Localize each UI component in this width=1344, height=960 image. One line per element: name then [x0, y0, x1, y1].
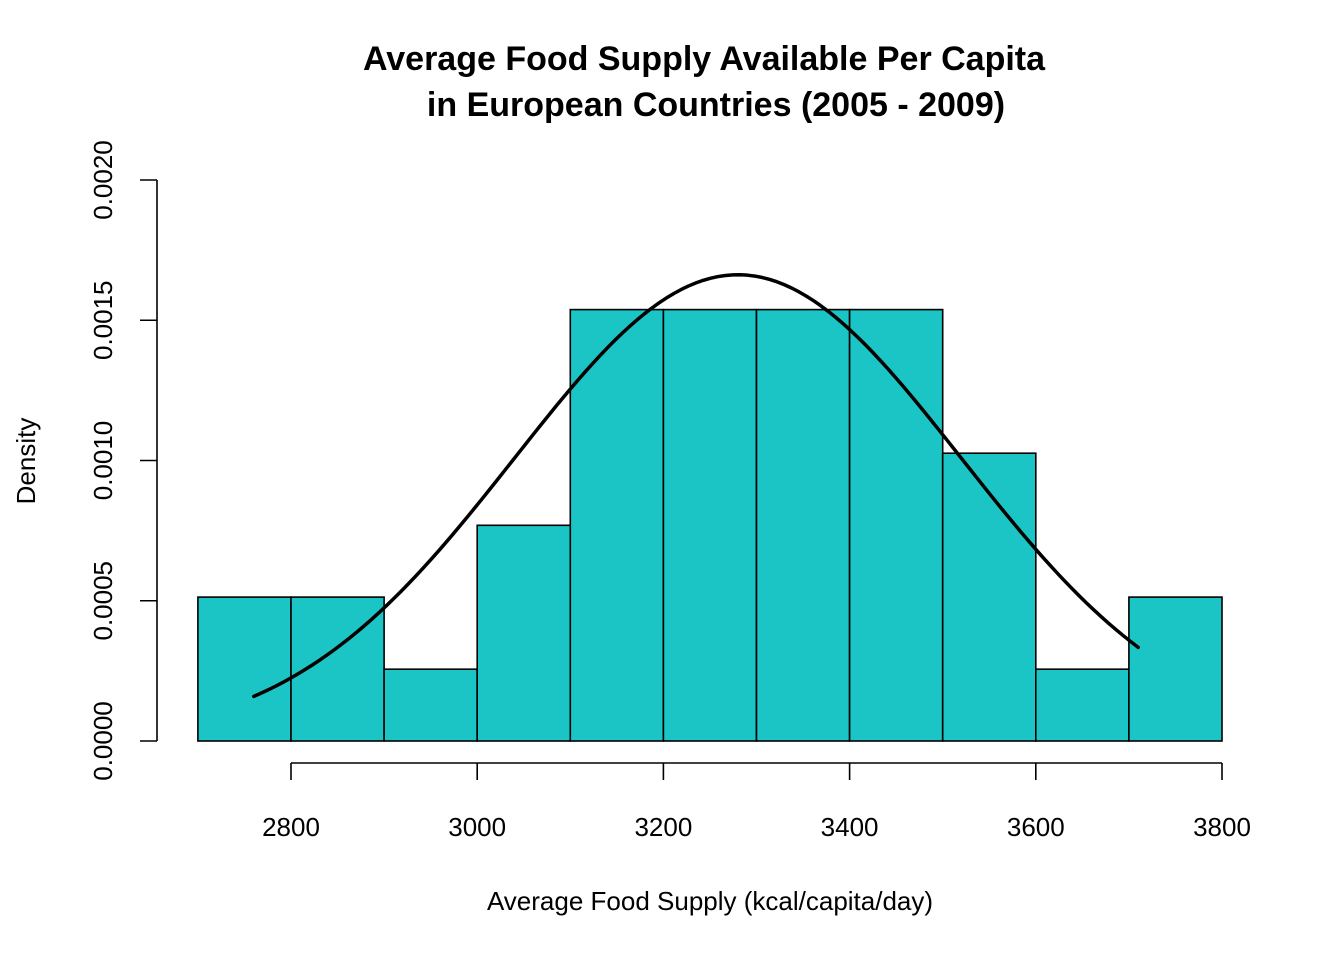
histogram-bar-2 [383, 668, 479, 742]
chart-title-line-2: in European Countries (2005 - 2009) [427, 86, 1005, 124]
y-tick-label-2: 0.0010 [88, 421, 118, 501]
x-axis-label: Average Food Supply (kcal/capita/day) [487, 886, 933, 916]
y-tick-label-3: 0.0015 [88, 280, 118, 360]
y-tick-label-0: 0.0000 [88, 701, 118, 781]
x-tick-label-4: 3600 [1007, 812, 1065, 842]
histogram-bar-8 [941, 452, 1037, 742]
histogram-bars [197, 308, 1223, 742]
y-axis-label: Density [11, 418, 41, 505]
histogram-bar-10 [1128, 596, 1223, 742]
x-tick-label-3: 3400 [821, 812, 879, 842]
x-tick-label-5: 3800 [1193, 812, 1251, 842]
chart-title-line-1: Average Food Supply Available Per Capita [363, 40, 1046, 78]
histogram-bar-6 [755, 308, 851, 742]
density-curve-layer [252, 273, 1140, 699]
histogram-bar-5 [662, 308, 758, 742]
x-tick-label-2: 3200 [634, 812, 692, 842]
histogram-bar-0 [197, 596, 292, 742]
histogram-bar-3 [476, 524, 572, 742]
y-tick-label-4: 0.0020 [88, 140, 118, 220]
x-tick-label-0: 2800 [262, 812, 320, 842]
histogram-bar-4 [569, 308, 665, 742]
y-tick-label-1: 0.0005 [88, 561, 118, 641]
y-axis: 0.0000 0.0005 0.0010 0.0015 0.0020 [88, 140, 158, 781]
density-curve [252, 273, 1140, 699]
histogram-bar-7 [848, 308, 944, 742]
x-tick-label-1: 3000 [448, 812, 506, 842]
x-axis: 2800 3000 3200 3400 3600 3800 [262, 762, 1251, 842]
histogram-bar-9 [1035, 668, 1130, 742]
